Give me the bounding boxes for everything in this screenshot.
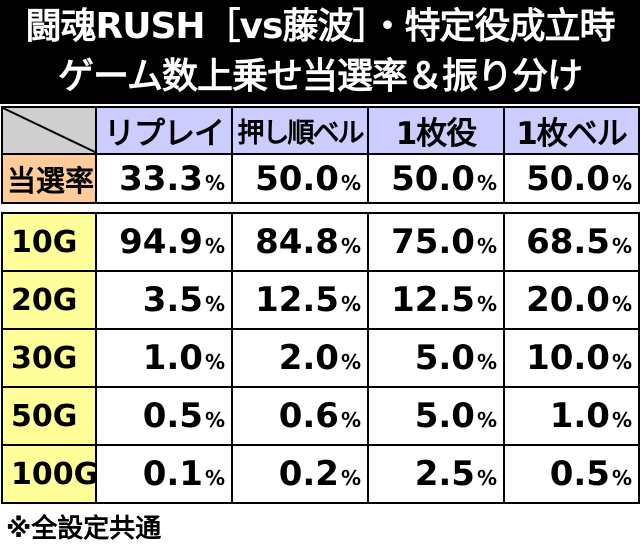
cell-value: 68.5: [526, 222, 610, 262]
title-line-2: ゲーム数上乗せ当選率＆振り分け: [58, 56, 583, 97]
percent-sign: %: [340, 292, 361, 316]
percent-sign: %: [340, 350, 361, 374]
table-cell: 20.0%: [503, 270, 640, 330]
table-cell: 12.5%: [367, 270, 505, 330]
table-cell: 94.9%: [95, 212, 233, 272]
percent-sign: %: [611, 292, 632, 316]
table-cell: 0.2%: [231, 444, 369, 504]
table-cell: 84.8%: [231, 212, 369, 272]
percent-sign: %: [204, 292, 225, 316]
table-cell: 10.0%: [503, 328, 640, 388]
cell-value: 20.0: [526, 280, 610, 320]
percent-sign: %: [340, 234, 361, 258]
cell-value: 84.8: [255, 222, 339, 262]
hit-rate-row: 当選率 33.3% 50.0% 50.0% 50.0%: [1, 153, 640, 204]
percent-sign: %: [611, 170, 632, 195]
cell-value: 10.0: [526, 338, 610, 378]
table-cell: 2.0%: [231, 328, 369, 388]
percent-sign: %: [611, 408, 632, 432]
table-cell: 3.5%: [95, 270, 233, 330]
title-line-1: 闘魂RUSH［vs藤波］・特定役成立時: [25, 6, 616, 47]
hit-rate-cell: 50.0%: [367, 153, 505, 204]
table-cell: 1.0%: [503, 386, 640, 446]
cell-value: 75.0: [391, 222, 475, 262]
cell-value: 0.6: [278, 396, 339, 436]
hit-rate-table: リプレイ 押し順ベル 1枚役 1枚ベル 当選率 33.3% 50.0% 50.0…: [1, 106, 640, 204]
table-cell: 12.5%: [231, 270, 369, 330]
percent-sign: %: [476, 234, 497, 258]
percent-sign: %: [204, 408, 225, 432]
row-label-game-count: 30G: [1, 328, 97, 388]
distribution-table: 10G 94.9% 84.8% 75.0% 68.5% 20G 3.5% 12.…: [1, 212, 640, 504]
corner-cell: [1, 106, 97, 155]
cell-value: 94.9: [119, 222, 203, 262]
cell-value: 2.5: [414, 454, 475, 494]
table-cell: 75.0%: [367, 212, 505, 272]
cell-value: 50.0: [526, 158, 610, 199]
column-header-replay: リプレイ: [95, 106, 233, 155]
column-header-1mai-bell: 1枚ベル: [503, 106, 640, 155]
hit-rate-cell: 50.0%: [503, 153, 640, 204]
table-row: 10G 94.9% 84.8% 75.0% 68.5%: [1, 212, 640, 272]
percent-sign: %: [340, 170, 361, 195]
table-row: 50G 0.5% 0.6% 5.0% 1.0%: [1, 386, 640, 446]
table-cell: 0.6%: [231, 386, 369, 446]
table-cell: 5.0%: [367, 328, 505, 388]
percent-sign: %: [476, 466, 497, 490]
title-banner: 闘魂RUSH［vs藤波］・特定役成立時 ゲーム数上乗せ当選率＆振り分け: [0, 0, 640, 104]
diagonal-divider: [4, 109, 94, 152]
table-cell: 5.0%: [367, 386, 505, 446]
percent-sign: %: [204, 466, 225, 490]
table-cell: 0.5%: [503, 444, 640, 504]
percent-sign: %: [476, 408, 497, 432]
cell-value: 3.5: [142, 280, 203, 320]
percent-sign: %: [340, 466, 361, 490]
column-header-oshijun-bell: 押し順ベル: [231, 106, 369, 155]
cell-value: 2.0: [278, 338, 339, 378]
percent-sign: %: [611, 466, 632, 490]
row-label-game-count: 50G: [1, 386, 97, 446]
table-row: 20G 3.5% 12.5% 12.5% 20.0%: [1, 270, 640, 330]
hit-rate-cell: 33.3%: [95, 153, 233, 204]
percent-sign: %: [204, 350, 225, 374]
row-label-game-count: 20G: [1, 270, 97, 330]
cell-value: 33.3: [119, 158, 203, 199]
cell-value: 0.1: [142, 454, 203, 494]
column-header-1mai-yaku: 1枚役: [367, 106, 505, 155]
table-cell: 0.5%: [95, 386, 233, 446]
hit-rate-cell: 50.0%: [231, 153, 369, 204]
cell-value: 0.5: [549, 454, 610, 494]
cell-value: 0.5: [142, 396, 203, 436]
table-cell: 2.5%: [367, 444, 505, 504]
percent-sign: %: [611, 234, 632, 258]
table-cell: 68.5%: [503, 212, 640, 272]
cell-value: 5.0: [414, 338, 475, 378]
cell-value: 5.0: [414, 396, 475, 436]
percent-sign: %: [611, 350, 632, 374]
row-label-hit-rate: 当選率: [1, 153, 97, 204]
cell-value: 0.2: [278, 454, 339, 494]
cell-value: 50.0: [391, 158, 475, 199]
footnote: ※全設定共通: [6, 514, 162, 544]
percent-sign: %: [476, 170, 497, 195]
cell-value: 12.5: [391, 280, 475, 320]
header-row: リプレイ 押し順ベル 1枚役 1枚ベル: [1, 106, 640, 155]
cell-value: 1.0: [142, 338, 203, 378]
cell-value: 12.5: [255, 280, 339, 320]
percent-sign: %: [204, 234, 225, 258]
table-cell: 1.0%: [95, 328, 233, 388]
percent-sign: %: [476, 350, 497, 374]
table-row: 100G 0.1% 0.2% 2.5% 0.5%: [1, 444, 640, 504]
table-cell: 0.1%: [95, 444, 233, 504]
table-row: 30G 1.0% 2.0% 5.0% 10.0%: [1, 328, 640, 388]
percent-sign: %: [476, 292, 497, 316]
cell-value: 50.0: [255, 158, 339, 199]
row-label-game-count: 100G: [1, 444, 97, 504]
cell-value: 1.0: [549, 396, 610, 436]
row-label-game-count: 10G: [1, 212, 97, 272]
percent-sign: %: [204, 170, 225, 195]
percent-sign: %: [340, 408, 361, 432]
